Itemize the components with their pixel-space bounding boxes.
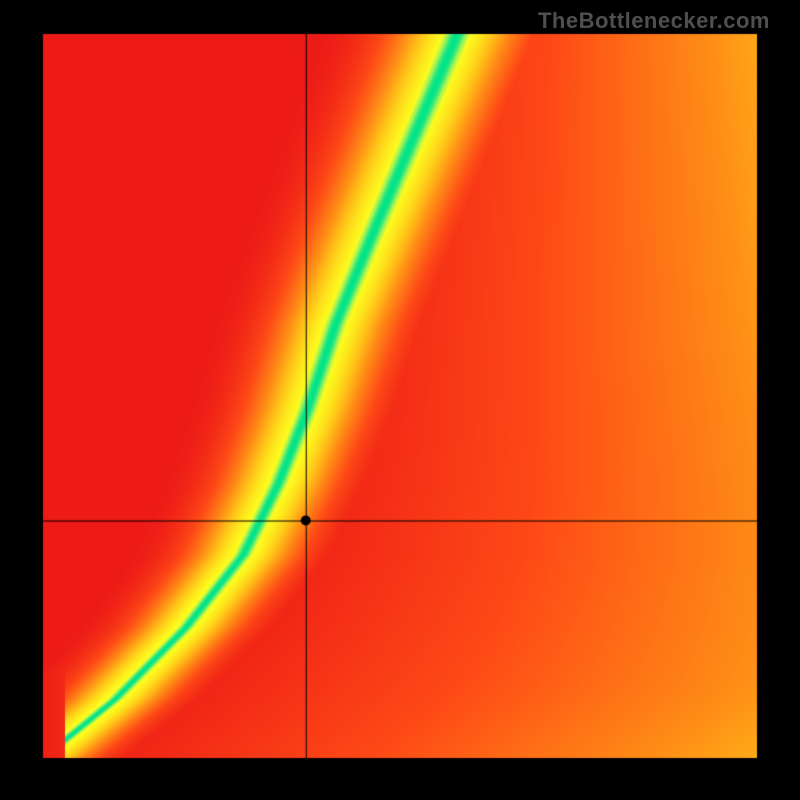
chart-container: TheBottlenecker.com — [0, 0, 800, 800]
heatmap-canvas — [0, 0, 800, 800]
watermark-text: TheBottlenecker.com — [538, 8, 770, 34]
